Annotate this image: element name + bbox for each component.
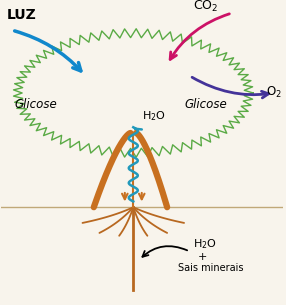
Text: Glicose: Glicose	[15, 98, 57, 111]
Text: Glicose: Glicose	[184, 98, 227, 111]
Text: Sais minerais: Sais minerais	[178, 264, 244, 274]
Text: H$_2$O: H$_2$O	[142, 109, 166, 123]
Text: O$_2$: O$_2$	[266, 85, 282, 100]
Text: LUZ: LUZ	[6, 8, 36, 22]
Text: H$_2$O: H$_2$O	[192, 237, 217, 251]
Text: CO$_2$: CO$_2$	[192, 0, 218, 14]
Text: +: +	[198, 252, 208, 262]
